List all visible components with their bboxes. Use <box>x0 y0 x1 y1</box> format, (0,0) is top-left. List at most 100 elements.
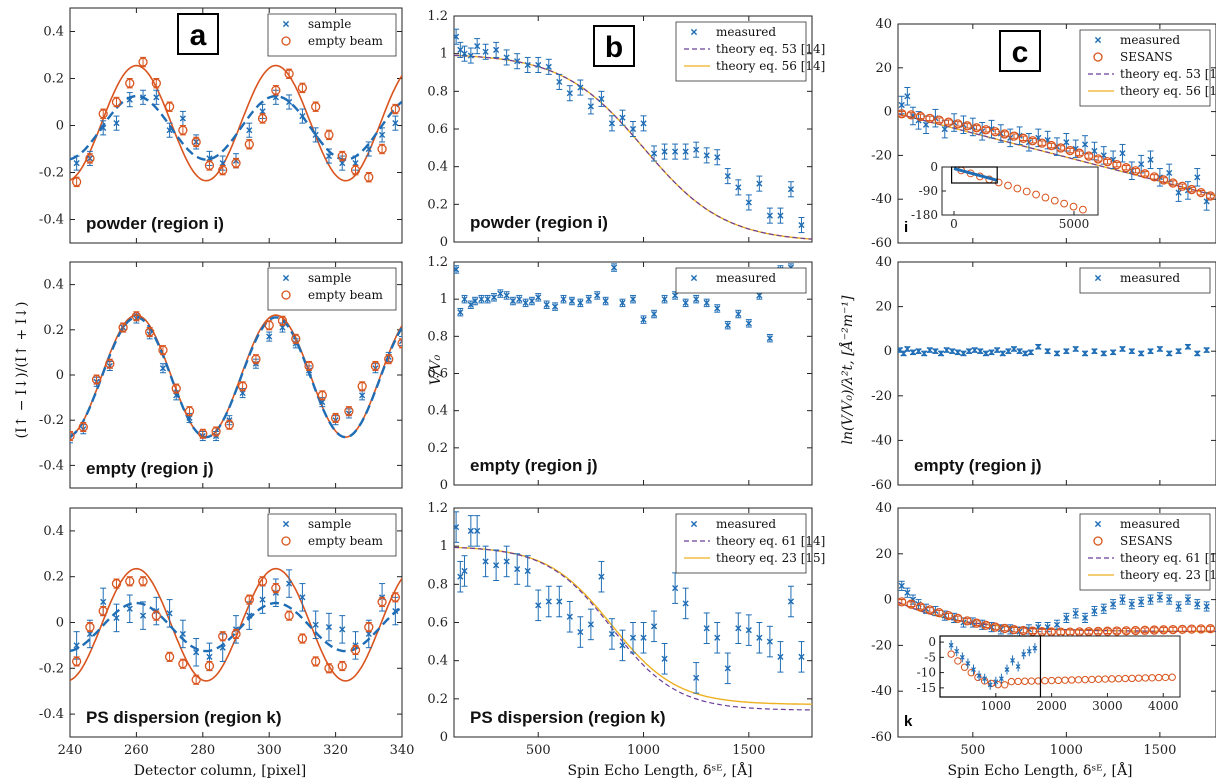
y-tick-label: -20 <box>871 389 892 404</box>
data-point-empty-beam <box>337 661 347 671</box>
data-point-empty-beam <box>390 104 401 114</box>
y-tick-label: 0.4 <box>43 25 64 40</box>
data-point-empty-beam <box>311 656 321 667</box>
y-tick-label: 0.6 <box>427 122 448 137</box>
data-point-sample <box>113 120 120 127</box>
data-point-sample <box>126 605 133 612</box>
data-point-measured <box>971 346 978 354</box>
data-point-measured <box>766 335 773 342</box>
inset-point-sesans <box>1013 184 1022 193</box>
data-point-measured <box>474 43 481 50</box>
data-point-measured <box>545 63 552 70</box>
inset-x-tick-label: 2000 <box>1036 699 1067 713</box>
inset-point-measured <box>982 676 988 682</box>
data-point-empty-beam <box>224 420 235 430</box>
data-point-empty-beam <box>330 413 341 423</box>
data-point-measured <box>745 199 752 206</box>
data-point-empty-beam <box>191 137 201 147</box>
data-point-sample <box>173 392 180 399</box>
y-tick-label: 0 <box>884 593 892 608</box>
data-point-measured <box>949 348 956 355</box>
data-point-sample <box>279 324 286 331</box>
data-point-measured <box>766 212 773 219</box>
y-tick-label: 0.8 <box>427 577 448 592</box>
data-point-measured <box>535 294 542 301</box>
data-point-measured <box>514 58 521 65</box>
data-point-empty-beam <box>85 622 95 632</box>
data-point-sample <box>319 399 326 406</box>
panel-letter-box <box>999 30 1041 72</box>
y-tick-label: 1.2 <box>427 9 448 24</box>
data-point-measured <box>594 292 601 299</box>
data-point-SESANS <box>898 109 907 119</box>
data-point-empty-beam <box>377 144 387 154</box>
data-point-measured <box>629 296 637 303</box>
data-point-measured <box>1072 345 1079 353</box>
data-point-measured <box>1063 614 1070 622</box>
data-point-measured <box>467 52 474 59</box>
legend-entry: measured <box>716 25 776 39</box>
y-tick-label: 1 <box>440 539 448 554</box>
legend-marker-x <box>282 274 290 282</box>
legend-entry: theory eq. 61 [14] <box>716 534 825 548</box>
data-point-measured <box>467 527 474 534</box>
data-point-empty-beam <box>125 576 135 586</box>
data-point-empty-beam <box>284 610 294 621</box>
data-point-measured <box>650 623 658 630</box>
data-point-empty-beam <box>145 327 155 337</box>
y-tick-label: -60 <box>871 236 892 251</box>
data-point-measured <box>566 613 573 620</box>
data-point-sample <box>312 621 319 628</box>
data-point-empty-beam <box>271 583 281 593</box>
data-point-empty-beam <box>131 311 142 321</box>
data-point-measured <box>999 350 1006 357</box>
data-point-measured <box>777 653 784 660</box>
data-point-measured <box>693 674 700 681</box>
data-point-SESANS <box>1168 624 1178 635</box>
data-point-measured <box>1027 349 1034 356</box>
data-point-measured <box>1147 348 1154 355</box>
y-tick-label: -40 <box>871 192 892 207</box>
data-point-sample <box>159 365 167 372</box>
data-point-measured <box>629 125 637 133</box>
legend-marker-x <box>1094 274 1102 282</box>
data-point-measured <box>1100 350 1107 357</box>
data-point-measured <box>640 316 647 323</box>
data-point-measured <box>1022 350 1029 357</box>
data-point-sample <box>299 113 306 120</box>
y-tick-label: 0.2 <box>427 197 448 212</box>
inset-point-measured <box>1032 645 1038 651</box>
inset-point-measured <box>1010 657 1015 663</box>
x-tick-label: 260 <box>124 743 149 758</box>
legend-entry: theory eq. 56 [14] <box>716 59 825 73</box>
x-tick-label: 320 <box>323 743 348 758</box>
data-point-sample <box>246 612 253 619</box>
data-point-SESANS <box>1187 624 1197 634</box>
data-point-empty-beam <box>231 158 241 168</box>
data-point-measured <box>598 95 605 102</box>
data-point-measured <box>610 264 618 271</box>
data-point-measured <box>898 582 905 589</box>
data-point-measured <box>457 309 464 316</box>
panel-letter: a <box>190 19 207 52</box>
data-point-SESANS <box>971 123 982 133</box>
data-point-empty-beam <box>317 390 327 400</box>
data-point-sample <box>259 108 266 115</box>
data-point-SESANS <box>1056 143 1066 153</box>
data-point-SESANS <box>1140 169 1150 179</box>
data-point-measured <box>1156 594 1163 601</box>
data-point-empty-beam <box>78 422 88 432</box>
data-point-measured <box>965 348 973 355</box>
data-point-measured <box>756 180 763 187</box>
data-point-sample <box>166 127 173 134</box>
data-point-sample <box>100 598 107 605</box>
panel-letter-box <box>177 13 219 55</box>
data-point-measured <box>1194 174 1201 181</box>
data-point-SESANS <box>1112 159 1122 170</box>
data-point-SESANS <box>943 117 954 127</box>
data-point-sample <box>272 94 279 101</box>
data-point-empty-beam <box>178 659 188 669</box>
data-point-sample <box>246 127 253 134</box>
inset-point-sesans <box>1001 681 1009 689</box>
data-point-sample <box>299 594 306 601</box>
